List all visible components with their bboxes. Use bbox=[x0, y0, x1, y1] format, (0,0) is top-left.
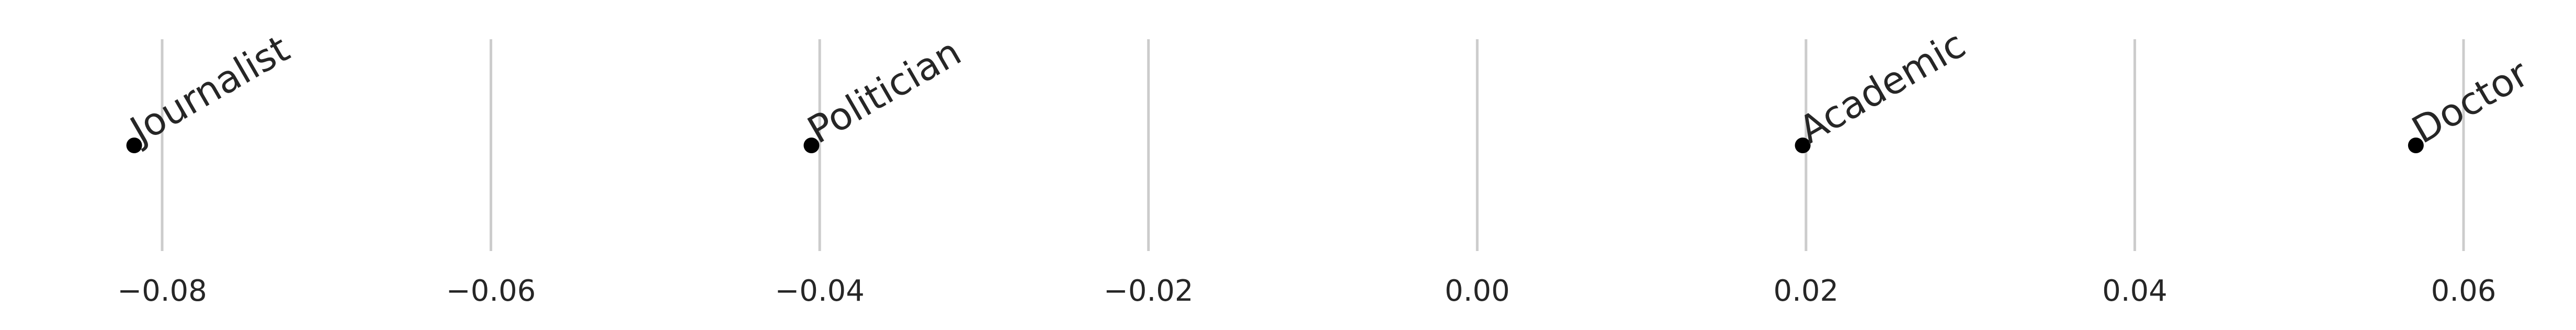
data-point bbox=[126, 138, 142, 153]
x-tick-label: −0.06 bbox=[446, 274, 536, 308]
data-point-label: Academic bbox=[1791, 22, 1972, 152]
data-points: Journalist Politician Academic Doctor bbox=[121, 22, 2536, 153]
x-tick-label: 0.02 bbox=[1774, 274, 1839, 308]
x-axis-tick-labels: −0.08 −0.06 −0.04 −0.02 0.00 0.02 0.04 0.06 bbox=[117, 274, 2496, 308]
data-point bbox=[1795, 138, 1811, 153]
data-point-label: Politician bbox=[800, 30, 968, 152]
x-tick-label: 0.04 bbox=[2102, 274, 2168, 308]
data-point bbox=[803, 138, 820, 153]
x-tick-label: −0.08 bbox=[117, 274, 207, 308]
x-tick-label: −0.02 bbox=[1104, 274, 1194, 308]
x-tick-label: 0.06 bbox=[2431, 274, 2496, 308]
grid-lines bbox=[161, 39, 2465, 251]
data-point bbox=[2408, 138, 2424, 153]
data-point-label: Doctor bbox=[2404, 51, 2536, 152]
data-point-label: Journalist bbox=[121, 27, 297, 153]
x-tick-label: −0.04 bbox=[775, 274, 865, 308]
x-tick-label: 0.00 bbox=[1445, 274, 1510, 308]
